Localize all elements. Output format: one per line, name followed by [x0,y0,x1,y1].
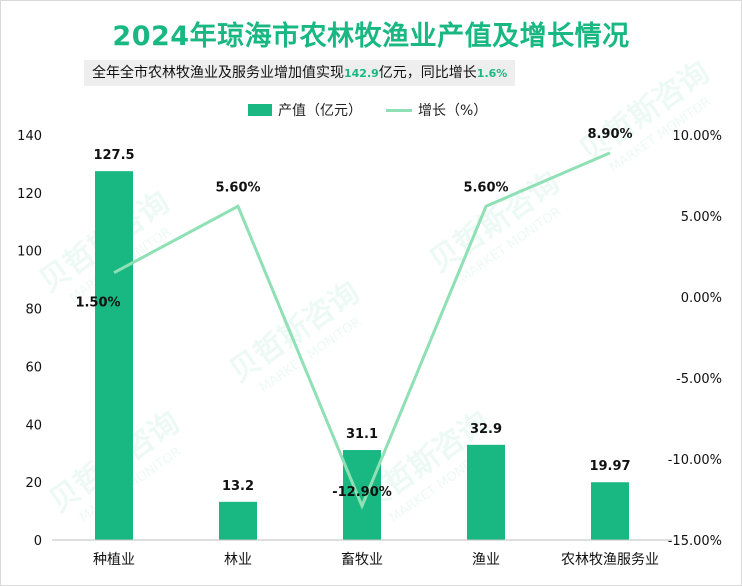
subtitle-middle: 亿元，同比增长 [378,65,477,81]
legend-item-line[interactable]: 增长（%） [386,100,487,120]
y-left-tick-label: 60 [25,360,42,375]
y-right-tick-label: 5.00% [681,210,722,225]
x-category-label: 畜牧业 [341,552,383,568]
line-value-label: 1.50% [75,296,120,311]
bar [219,501,257,540]
legend-label-line: 增长（%） [418,103,488,119]
line-value-label: 8.90% [587,127,632,142]
bar [95,171,133,541]
line-series [113,151,611,510]
y-left-tick-label: 100 [17,245,42,260]
x-category-label: 农林牧渔服务业 [561,552,659,568]
chart-title: 2024年琼海市农林牧渔业产值及增长情况 [112,21,630,52]
bar-series [95,171,629,541]
y-right-tick-label: -5.00% [676,372,722,387]
y-left-tick-label: 0 [34,534,42,549]
line-value-label: 5.60% [215,180,260,195]
bar-value-label: 127.5 [93,148,134,163]
line-value-label: 5.60% [463,180,508,195]
legend-swatch-line [386,108,412,112]
growth-line [113,151,611,510]
x-category-label: 种植业 [93,552,135,568]
y-right-tick-label: 0.00% [681,291,722,306]
bar-value-label: 13.2 [222,479,254,494]
chart-subtitle: 全年全市农林牧渔业及服务业增加值实现142.9亿元，同比增长1.6% [84,60,516,86]
y-right-tick-label: -10.00% [668,453,722,468]
y-left-tick-label: 140 [17,129,42,144]
chart-legend: 产值（亿元） 增长（%） [0,100,742,122]
line-value-label: -12.90% [332,485,392,500]
data-labels: 127.5 13.2 31.1 32.9 19.97 1.50% 5.60% -12.90% 5… [75,127,632,500]
y-left-tick-label: 40 [25,418,42,433]
bar-value-label: 31.1 [346,427,378,442]
bar-value-label: 19.97 [589,459,630,474]
subtitle-prefix: 全年全市农林牧渔业及服务业增加值实现 [92,65,344,81]
y-left-tick-label: 80 [25,303,42,318]
y-left-tick-label: 120 [17,187,42,202]
bar [467,444,505,540]
x-category-label: 渔业 [472,552,500,568]
legend-item-bar[interactable]: 产值（亿元） [248,100,362,120]
bar [343,450,381,540]
legend-swatch-bar [248,104,272,116]
subtitle-growth: 1.6% [476,67,508,80]
x-category-label: 林业 [224,552,252,568]
bar [591,482,629,540]
legend-label-bar: 产值（亿元） [278,103,362,119]
subtitle-value: 142.9 [344,67,379,80]
y-left-tick-label: 20 [25,476,42,491]
y-right-tick-label: 10.00% [672,129,722,144]
axes: 0 20 40 60 80 100 120 140 -15.00% -10.00% -5.00% 0.… [17,129,722,568]
bar-value-label: 32.9 [470,422,502,437]
y-right-tick-label: -15.00% [668,534,722,549]
